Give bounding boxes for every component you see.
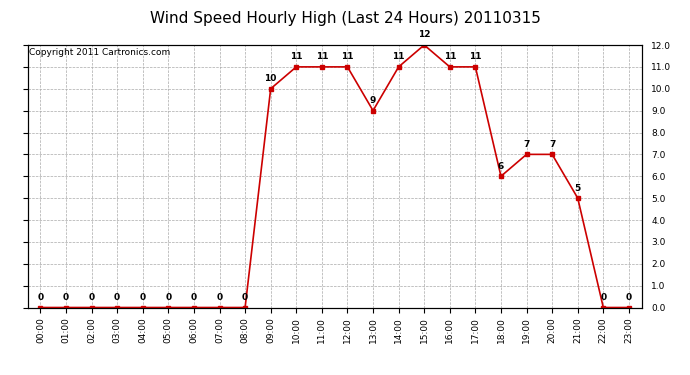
- Text: 6: 6: [498, 162, 504, 171]
- Text: 5: 5: [575, 184, 581, 193]
- Text: 0: 0: [217, 293, 223, 302]
- Text: 11: 11: [315, 53, 328, 62]
- Text: 0: 0: [242, 293, 248, 302]
- Text: 9: 9: [370, 96, 376, 105]
- Text: 0: 0: [88, 293, 95, 302]
- Text: 0: 0: [166, 293, 171, 302]
- Text: 11: 11: [341, 53, 354, 62]
- Text: 12: 12: [418, 30, 431, 39]
- Text: Wind Speed Hourly High (Last 24 Hours) 20110315: Wind Speed Hourly High (Last 24 Hours) 2…: [150, 11, 540, 26]
- Text: 0: 0: [626, 293, 632, 302]
- Text: 0: 0: [63, 293, 69, 302]
- Text: 10: 10: [264, 74, 277, 83]
- Text: 0: 0: [37, 293, 43, 302]
- Text: 0: 0: [114, 293, 120, 302]
- Text: 7: 7: [549, 140, 555, 149]
- Text: 11: 11: [290, 53, 302, 62]
- Text: Copyright 2011 Cartronics.com: Copyright 2011 Cartronics.com: [29, 48, 170, 57]
- Text: 7: 7: [524, 140, 530, 149]
- Text: 0: 0: [191, 293, 197, 302]
- Text: 11: 11: [469, 53, 482, 62]
- Text: 0: 0: [600, 293, 607, 302]
- Text: 0: 0: [139, 293, 146, 302]
- Text: 11: 11: [393, 53, 405, 62]
- Text: 11: 11: [444, 53, 456, 62]
